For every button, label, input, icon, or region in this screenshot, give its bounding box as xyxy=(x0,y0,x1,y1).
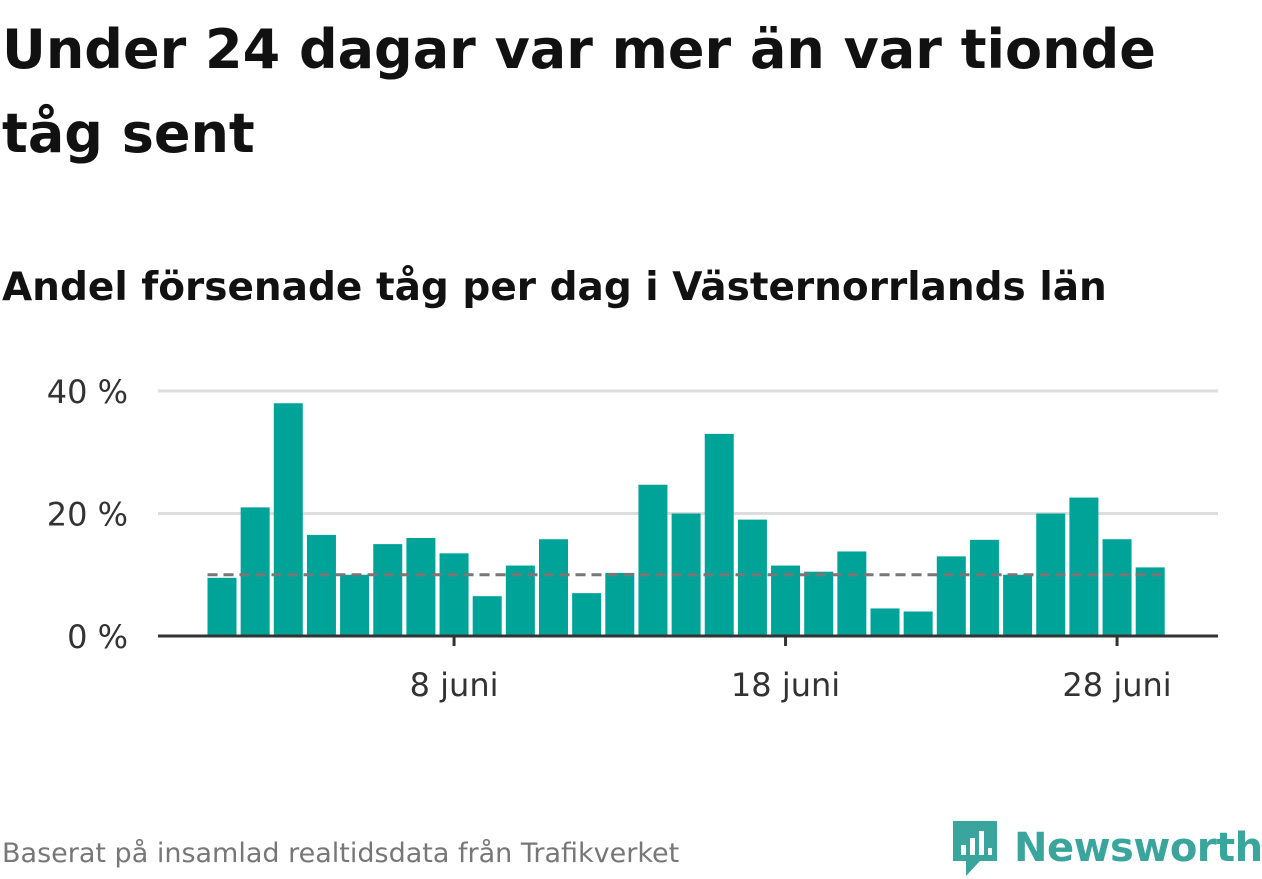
bar xyxy=(870,608,900,636)
bar xyxy=(406,538,436,636)
bar xyxy=(1102,539,1132,636)
bar xyxy=(539,539,568,636)
gridlines xyxy=(158,389,1218,515)
bar xyxy=(273,403,303,636)
chart-subtitle: Andel försenade tåg per dag i Västernorr… xyxy=(2,265,1107,310)
brand-logo: Newsworthy xyxy=(950,818,1262,878)
bar xyxy=(804,571,834,636)
bar xyxy=(240,507,270,636)
brand-name: Newsworthy xyxy=(1014,825,1262,871)
bars xyxy=(207,403,1165,636)
x-tick-label: 8 juni xyxy=(410,666,499,704)
bar xyxy=(737,519,767,636)
bar xyxy=(1069,497,1099,636)
y-tick-label: 0 % xyxy=(67,618,128,656)
x-tick-label: 18 juni xyxy=(731,666,840,704)
bar xyxy=(969,539,999,636)
x-axis: 8 juni 18 juni 28 juni xyxy=(158,634,1218,704)
y-tick-label: 40 % xyxy=(47,373,128,411)
x-tick-label: 28 juni xyxy=(1062,666,1171,704)
bar xyxy=(572,593,602,636)
bar xyxy=(638,484,668,636)
bar xyxy=(771,565,801,636)
bar xyxy=(1135,567,1165,636)
bar xyxy=(340,574,370,636)
bar xyxy=(704,433,734,636)
bar xyxy=(837,551,867,636)
y-axis-labels: 0 % 20 % 40 % xyxy=(47,373,128,656)
y-tick-label: 20 % xyxy=(47,496,128,534)
bar xyxy=(207,577,237,636)
bar xyxy=(439,553,469,636)
bar xyxy=(472,596,502,636)
bar xyxy=(373,544,403,636)
bar xyxy=(936,556,966,636)
bar xyxy=(605,572,635,636)
chart-title: Under 24 dagar var mer än var tionde tåg… xyxy=(2,18,1156,165)
bar xyxy=(306,534,336,636)
source-note: Baserat på insamlad realtidsdata från Tr… xyxy=(2,838,680,869)
bar xyxy=(903,611,933,636)
newsworthy-logo-icon xyxy=(953,821,997,876)
bar xyxy=(505,565,535,636)
bar xyxy=(1003,574,1033,636)
